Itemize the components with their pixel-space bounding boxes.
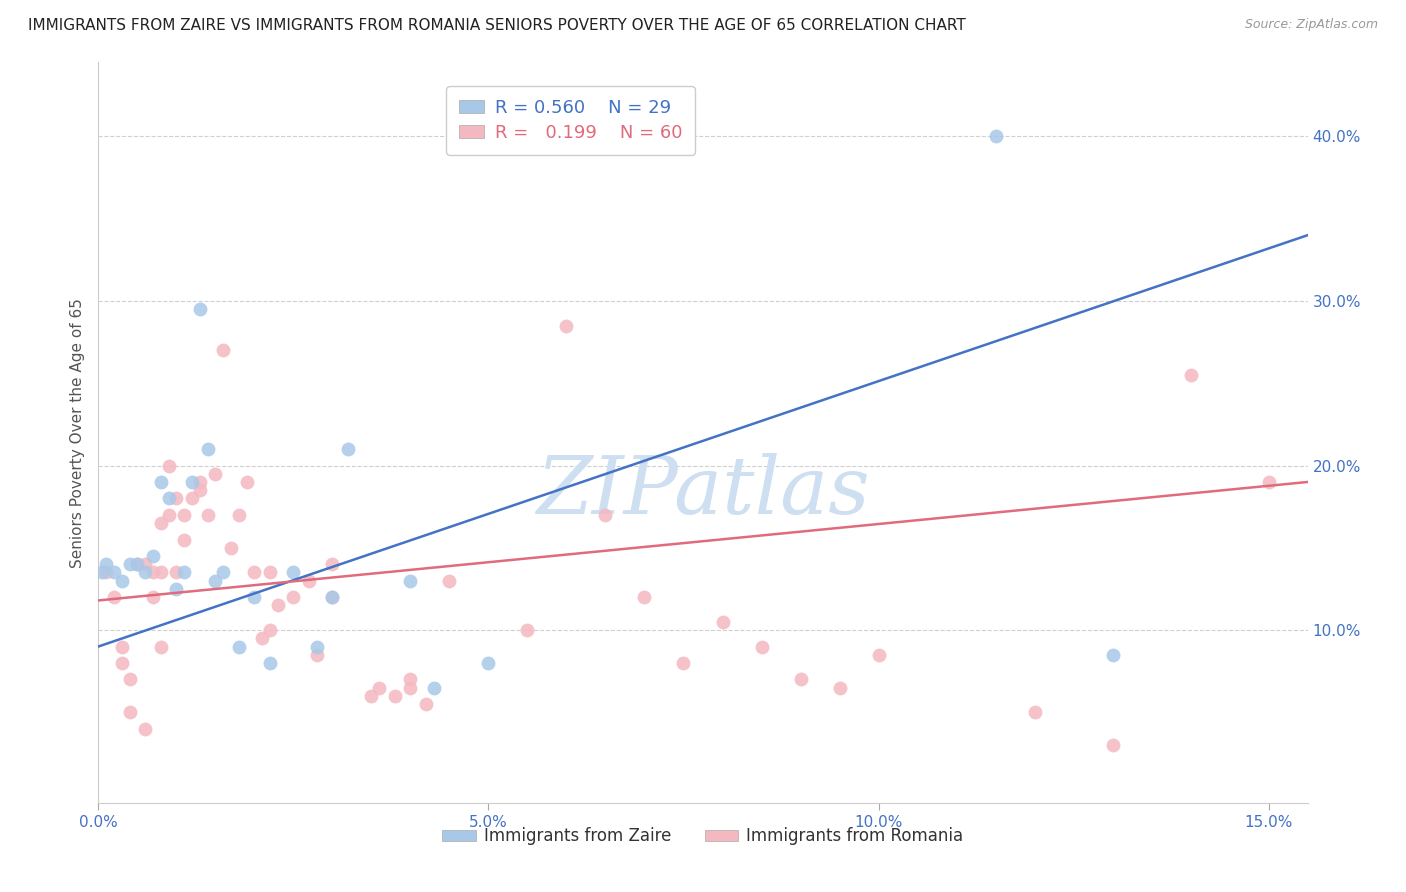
Point — [165, 566, 187, 580]
Point — [1101, 648, 1123, 662]
Point — [868, 648, 890, 662]
Point — [555, 318, 578, 333]
Point — [228, 640, 250, 654]
Point — [415, 697, 437, 711]
Point — [165, 491, 187, 506]
Point — [321, 558, 343, 572]
Point — [157, 508, 180, 522]
Point — [149, 475, 172, 489]
Point — [516, 623, 538, 637]
Point — [157, 458, 180, 473]
Point — [1101, 738, 1123, 752]
Point — [423, 681, 446, 695]
Point — [188, 302, 211, 317]
Point — [111, 640, 134, 654]
Point — [188, 475, 211, 489]
Point — [321, 590, 343, 604]
Point — [91, 566, 114, 580]
Point — [134, 722, 156, 736]
Point — [103, 590, 125, 604]
Text: ZIPatlas: ZIPatlas — [536, 453, 870, 531]
Point — [212, 343, 235, 358]
Point — [134, 566, 156, 580]
Point — [181, 491, 204, 506]
Point — [149, 516, 172, 530]
Point — [283, 590, 305, 604]
Point — [259, 623, 281, 637]
Point — [165, 582, 187, 596]
Point — [142, 566, 165, 580]
Point — [305, 648, 328, 662]
Point — [118, 558, 141, 572]
Point — [1024, 706, 1046, 720]
Point — [984, 129, 1007, 144]
Point — [259, 656, 281, 670]
Point — [228, 508, 250, 522]
Point — [243, 590, 266, 604]
Point — [149, 640, 172, 654]
Point — [204, 574, 226, 588]
Point — [252, 632, 274, 646]
Point — [789, 673, 811, 687]
Point — [149, 566, 172, 580]
Point — [321, 590, 343, 604]
Point — [399, 574, 422, 588]
Point — [243, 566, 266, 580]
Point — [181, 475, 204, 489]
Point — [142, 590, 165, 604]
Point — [439, 574, 461, 588]
Point — [595, 508, 617, 522]
Y-axis label: Seniors Poverty Over the Age of 65: Seniors Poverty Over the Age of 65 — [69, 298, 84, 567]
Point — [1257, 475, 1279, 489]
Point — [127, 558, 149, 572]
Point — [711, 615, 734, 629]
Point — [188, 483, 211, 498]
Text: Source: ZipAtlas.com: Source: ZipAtlas.com — [1244, 18, 1378, 31]
Point — [298, 574, 321, 588]
Point — [828, 681, 851, 695]
Point — [134, 558, 156, 572]
Point — [235, 475, 257, 489]
Point — [197, 442, 219, 456]
Point — [173, 566, 195, 580]
Point — [368, 681, 391, 695]
Point — [1180, 368, 1202, 382]
Point — [751, 640, 773, 654]
Legend: Immigrants from Zaire, Immigrants from Romania: Immigrants from Zaire, Immigrants from R… — [434, 819, 972, 854]
Point — [96, 558, 118, 572]
Point — [111, 574, 134, 588]
Point — [127, 558, 149, 572]
Point — [399, 681, 422, 695]
Point — [672, 656, 695, 670]
Point — [118, 673, 141, 687]
Point — [111, 656, 134, 670]
Point — [267, 599, 290, 613]
Point — [283, 566, 305, 580]
Point — [212, 566, 235, 580]
Point — [360, 689, 382, 703]
Point — [399, 673, 422, 687]
Point — [477, 656, 499, 670]
Point — [96, 566, 118, 580]
Point — [259, 566, 281, 580]
Point — [173, 533, 195, 547]
Point — [384, 689, 406, 703]
Point — [173, 508, 195, 522]
Point — [305, 640, 328, 654]
Text: IMMIGRANTS FROM ZAIRE VS IMMIGRANTS FROM ROMANIA SENIORS POVERTY OVER THE AGE OF: IMMIGRANTS FROM ZAIRE VS IMMIGRANTS FROM… — [28, 18, 966, 33]
Point — [197, 508, 219, 522]
Point — [204, 467, 226, 481]
Point — [219, 541, 242, 555]
Point — [118, 706, 141, 720]
Point — [337, 442, 360, 456]
Point — [157, 491, 180, 506]
Point — [633, 590, 655, 604]
Point — [142, 549, 165, 563]
Point — [103, 566, 125, 580]
